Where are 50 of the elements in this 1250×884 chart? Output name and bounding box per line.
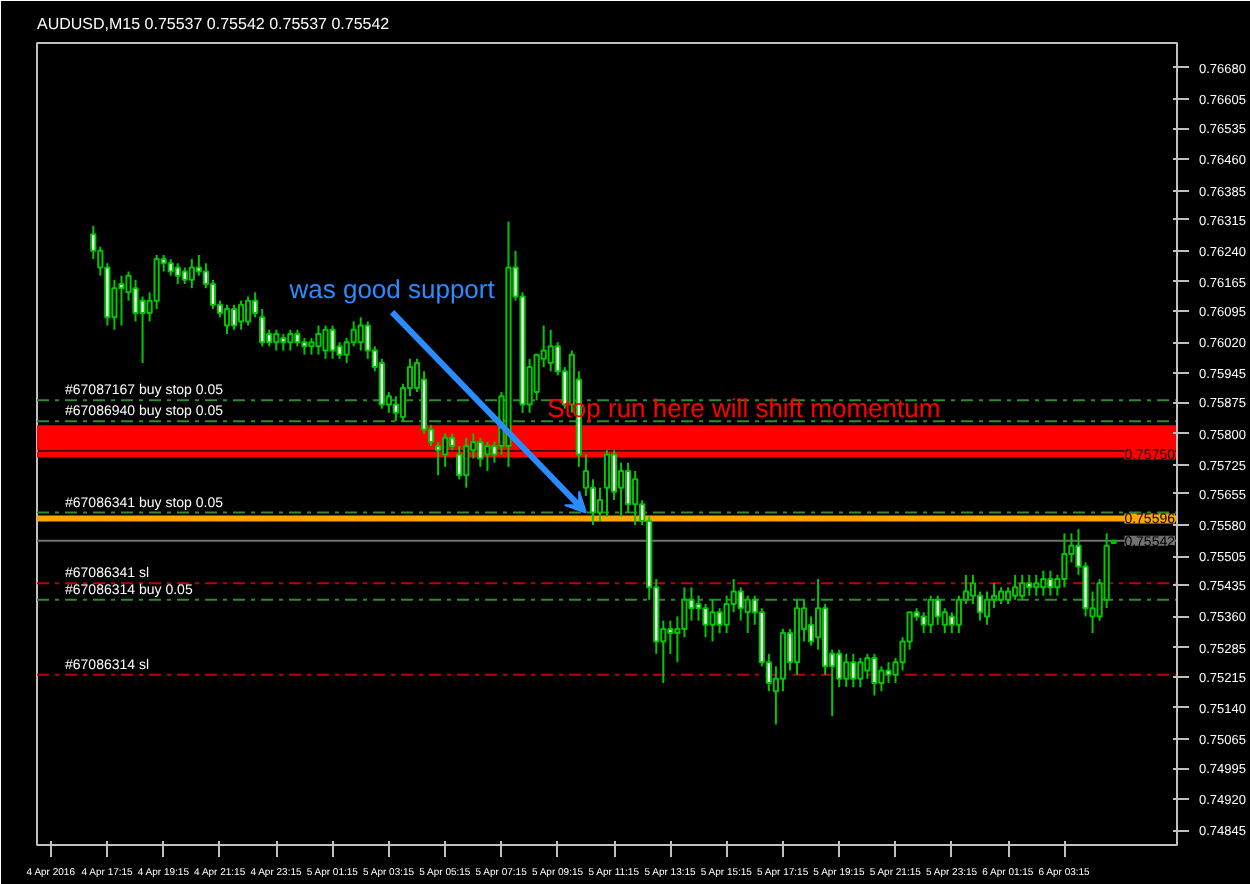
candlestick (688, 586, 695, 622)
candlestick (118, 274, 125, 327)
candlestick (1033, 573, 1040, 597)
candlestick (322, 324, 329, 360)
candlestick (983, 590, 991, 626)
candlestick (709, 598, 716, 643)
candlestick (667, 619, 674, 655)
candlestick (1047, 569, 1054, 597)
candlestick (617, 461, 625, 518)
candlestick (456, 445, 463, 481)
candlestick (188, 258, 195, 290)
candlestick (927, 594, 934, 635)
candlestick (1019, 573, 1026, 601)
candlestick (632, 470, 639, 527)
candlestick (287, 328, 294, 352)
candlestick (484, 440, 491, 473)
candlestick (259, 307, 266, 348)
candlestick (357, 316, 364, 352)
candlestick (245, 295, 252, 327)
candlestick (329, 324, 336, 360)
candlestick (885, 661, 892, 684)
candlestick (744, 594, 751, 635)
candlestick (273, 328, 280, 352)
candlestick (850, 652, 857, 689)
candlestick (1040, 569, 1047, 597)
candlestick (871, 652, 878, 697)
candlestick (857, 657, 864, 689)
candlestick (1026, 573, 1033, 597)
candlestick (223, 303, 231, 335)
candlestick (174, 262, 181, 286)
candlestick (878, 665, 885, 693)
candlestick (477, 436, 484, 468)
candlestick (864, 652, 871, 680)
candlestick (603, 449, 611, 518)
candlestick (547, 328, 554, 373)
candlestick (716, 607, 723, 635)
candlestick (237, 299, 245, 331)
candlestick (843, 652, 850, 689)
candlestick (934, 594, 941, 626)
annotation: was good support (287, 274, 496, 305)
candlestick (463, 436, 470, 489)
candlestick (1012, 573, 1019, 601)
candlestick (139, 295, 146, 364)
chart-title: AUDUSD,M15 0.75537 0.75542 0.75537 0.75542 (37, 15, 391, 33)
candlestick (442, 432, 449, 468)
candlestick (702, 602, 709, 639)
candlestick (1061, 532, 1068, 589)
candlestick (392, 395, 399, 423)
candlestick (230, 303, 238, 331)
candlestick (315, 324, 322, 356)
